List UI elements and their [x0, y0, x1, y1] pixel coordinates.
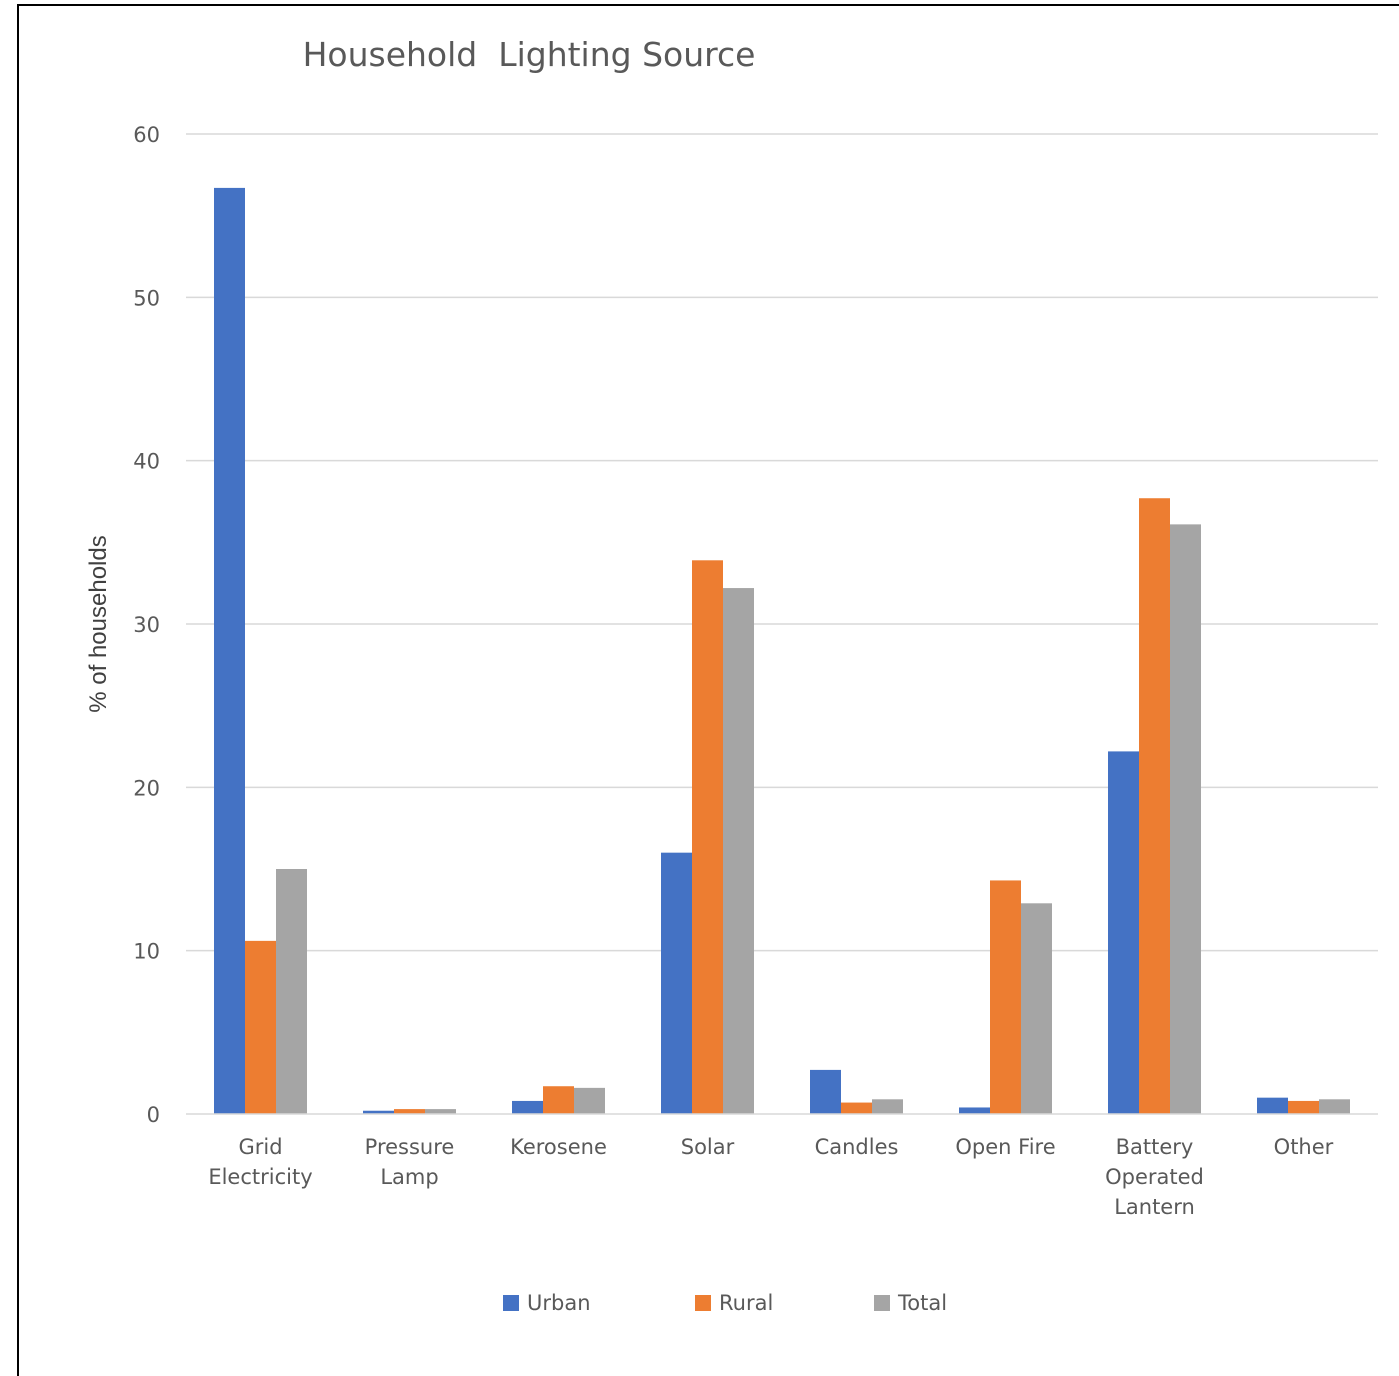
bar-total — [425, 1109, 456, 1114]
legend-swatch-total — [874, 1295, 890, 1311]
bar-urban — [1257, 1097, 1288, 1114]
bar-urban — [810, 1069, 841, 1114]
y-tick-label: 30 — [133, 613, 160, 637]
bar-rural — [1288, 1100, 1319, 1114]
bars — [214, 187, 1350, 1114]
x-tick-label: Candles — [815, 1135, 899, 1159]
legend-swatch-rural — [695, 1295, 711, 1311]
bar-urban — [512, 1100, 543, 1114]
y-tick-label: 10 — [133, 940, 160, 964]
bar-rural — [692, 560, 723, 1114]
y-axis-ticks: 0 10 20 30 40 50 60 — [133, 123, 160, 1127]
legend-swatch-urban — [503, 1295, 519, 1311]
x-axis-categories: Grid Electricity Pressure Lamp Kerosene Solar… — [208, 1135, 1333, 1219]
y-tick-label: 0 — [147, 1103, 160, 1127]
x-tick-label: Open Fire — [955, 1135, 1055, 1159]
x-tick-label: Lantern — [1114, 1195, 1195, 1219]
bar-urban — [661, 852, 692, 1114]
y-tick-label: 20 — [133, 776, 160, 800]
chart-title: Household Lighting Source — [303, 35, 756, 74]
bar-total — [723, 588, 754, 1114]
bar-rural — [841, 1102, 872, 1114]
x-tick-label: Pressure — [365, 1135, 455, 1159]
x-tick-label: Electricity — [208, 1165, 312, 1189]
bar-total — [1021, 903, 1052, 1114]
bar-rural — [990, 880, 1021, 1114]
legend-label-urban: Urban — [527, 1291, 591, 1315]
legend: Urban Rural Total — [503, 1291, 947, 1315]
bar-urban — [959, 1107, 990, 1114]
bar-urban — [1108, 751, 1139, 1114]
y-axis-label: % of households — [85, 535, 112, 712]
x-tick-label: Lamp — [380, 1165, 438, 1189]
x-tick-label: Other — [1274, 1135, 1334, 1159]
legend-label-total: Total — [897, 1291, 947, 1315]
bar-rural — [394, 1109, 425, 1114]
x-tick-label: Operated — [1105, 1165, 1204, 1189]
y-tick-label: 50 — [133, 286, 160, 310]
x-tick-label: Kerosene — [510, 1135, 607, 1159]
bar-urban — [363, 1110, 394, 1114]
y-tick-label: 60 — [133, 123, 160, 147]
bar-total — [1319, 1099, 1350, 1114]
bar-rural — [1139, 498, 1170, 1114]
y-tick-label: 40 — [133, 450, 160, 474]
bar-total — [276, 869, 307, 1114]
bar-total — [574, 1087, 605, 1114]
bar-rural — [543, 1086, 574, 1114]
bar-total — [872, 1099, 903, 1114]
bar-urban — [214, 187, 245, 1114]
bar-rural — [245, 940, 276, 1114]
x-tick-label: Battery — [1116, 1135, 1194, 1159]
x-tick-label: Solar — [681, 1135, 735, 1159]
legend-label-rural: Rural — [719, 1291, 773, 1315]
x-tick-label: Grid — [238, 1135, 282, 1159]
bar-total — [1170, 524, 1201, 1114]
